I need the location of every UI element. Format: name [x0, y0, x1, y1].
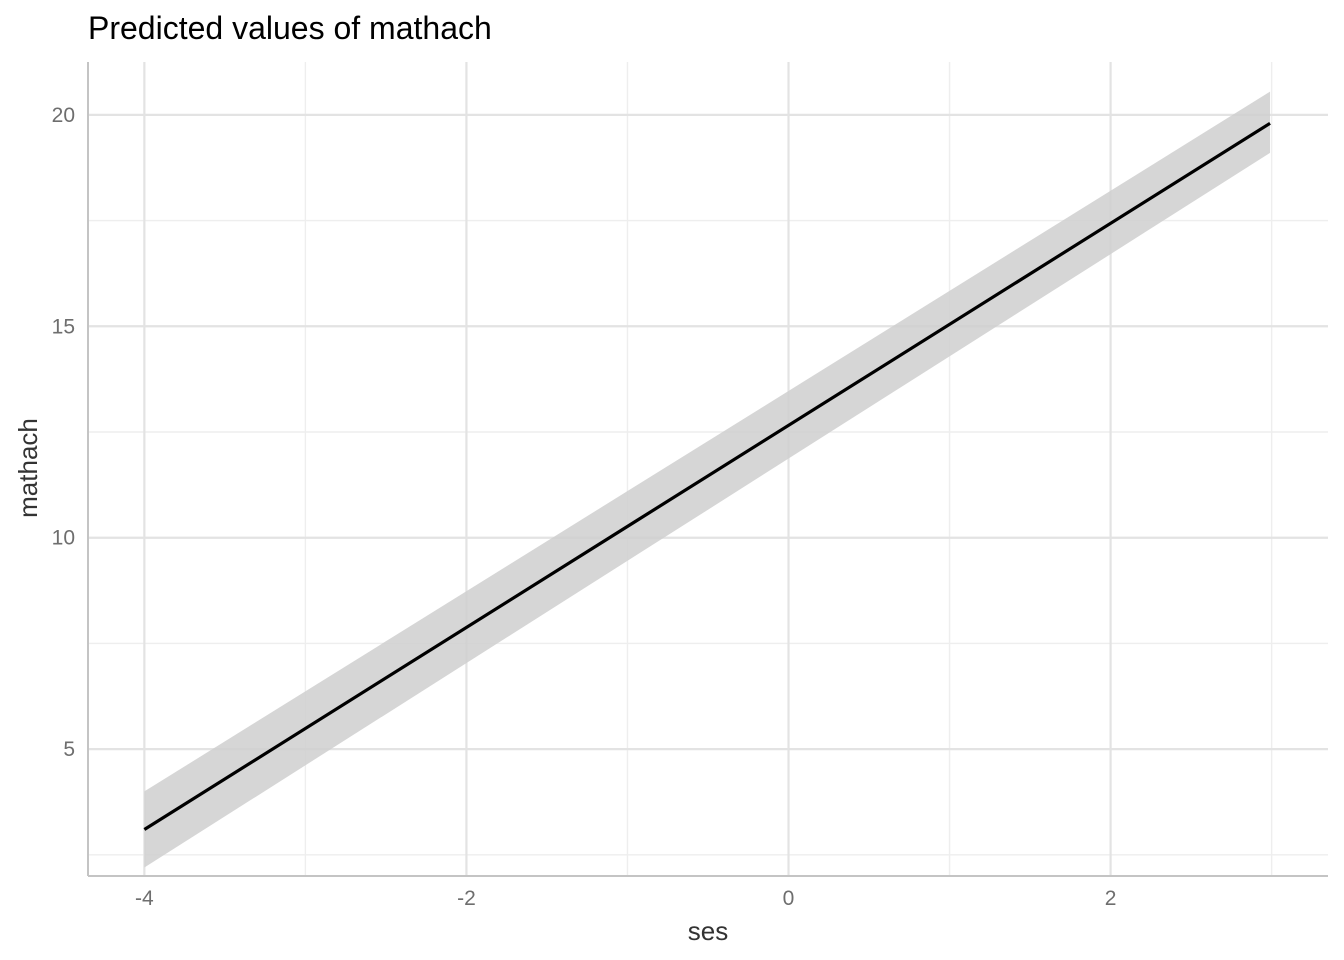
axes [87, 62, 1328, 877]
x-tick-labels: -4 -2 0 2 [135, 887, 1116, 910]
x-tick-label: 0 [783, 887, 795, 910]
grid [88, 62, 1328, 876]
y-tick-label: 10 [52, 527, 75, 550]
x-tick-label: -4 [135, 887, 154, 910]
confidence-band [144, 91, 1271, 868]
x-tick-label: 2 [1105, 887, 1117, 910]
y-tick-labels: 5 10 15 20 [52, 104, 75, 761]
prediction-line [143, 121, 1271, 831]
confidence-band-layer [144, 91, 1271, 868]
y-tick-label: 20 [52, 104, 75, 127]
x-tick-label: -2 [457, 887, 476, 910]
prediction-line-layer [143, 121, 1271, 831]
x-axis-label: ses [688, 916, 728, 946]
y-tick-label: 5 [63, 738, 75, 761]
chart-title: Predicted values of mathach [88, 10, 492, 46]
y-tick-label: 15 [52, 315, 75, 338]
y-axis-label: mathach [13, 418, 43, 518]
